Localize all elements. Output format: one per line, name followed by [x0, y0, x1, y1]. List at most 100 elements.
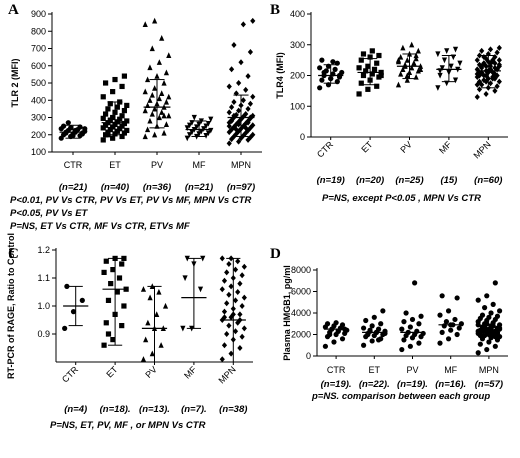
- data-point: [142, 88, 148, 95]
- data-point: [186, 122, 193, 129]
- data-point: [239, 272, 245, 279]
- data-point: [361, 342, 367, 348]
- data-point: [63, 129, 69, 135]
- data-point: [245, 119, 251, 126]
- data-point: [474, 66, 480, 73]
- data-point: [452, 46, 459, 53]
- data-point: [110, 114, 116, 121]
- data-point: [77, 124, 83, 130]
- data-point: [147, 117, 153, 124]
- data-point: [144, 76, 151, 83]
- data-point: [236, 80, 242, 86]
- data-point: [232, 266, 239, 273]
- data-point: [158, 342, 164, 348]
- data-point: [224, 300, 230, 307]
- data-point: [458, 321, 464, 327]
- data-point: [239, 333, 245, 340]
- data-point: [196, 121, 202, 128]
- data-point: [152, 131, 158, 138]
- data-point: [360, 72, 367, 79]
- data-point: [144, 102, 151, 109]
- group-count-label: (n=40): [101, 182, 129, 193]
- group-count-label: (n=25): [395, 175, 423, 186]
- statistics-note: P<0.05, PV Vs ET: [10, 208, 89, 219]
- data-point: [367, 77, 373, 83]
- data-point: [189, 129, 195, 136]
- data-point: [241, 263, 247, 270]
- data-point: [448, 327, 454, 333]
- data-point: [180, 325, 186, 332]
- data-point: [243, 86, 249, 93]
- data-point: [230, 305, 236, 312]
- y-axis-label: Plasma HMGB1, pg/ml: [282, 265, 292, 361]
- data-point: [149, 91, 155, 98]
- data-point: [490, 301, 496, 307]
- data-point: [374, 60, 380, 66]
- data-point: [358, 80, 364, 86]
- x-category-label: MPN: [231, 160, 251, 170]
- data-point: [205, 130, 212, 137]
- data-point: [123, 286, 129, 292]
- data-point: [228, 283, 234, 290]
- data-point: [496, 44, 502, 51]
- data-point: [226, 291, 232, 298]
- panel-letter-b: B: [270, 2, 280, 18]
- data-point: [492, 87, 498, 94]
- data-point: [487, 63, 494, 70]
- data-point: [154, 123, 160, 129]
- data-point: [407, 324, 413, 330]
- data-point: [79, 131, 86, 137]
- data-point: [156, 288, 162, 295]
- group-count-label: (n=13).: [139, 404, 170, 415]
- y-tick-label: 1.1: [37, 273, 50, 283]
- data-point: [446, 69, 452, 76]
- data-point: [112, 255, 118, 261]
- y-tick-label: 0: [306, 351, 311, 361]
- data-point: [108, 281, 114, 287]
- data-point: [406, 50, 413, 57]
- data-point: [474, 57, 480, 64]
- data-point: [240, 21, 246, 28]
- data-point: [203, 133, 209, 139]
- data-point: [485, 84, 491, 91]
- y-tick-label: 400: [31, 95, 46, 105]
- data-point: [420, 330, 426, 337]
- data-point: [413, 52, 419, 59]
- data-point: [486, 339, 492, 345]
- data-point: [226, 109, 232, 116]
- data-point: [224, 331, 230, 337]
- data-point: [166, 112, 172, 119]
- data-point: [475, 328, 481, 334]
- data-point: [395, 81, 402, 88]
- data-point: [339, 336, 346, 342]
- data-point: [184, 135, 190, 142]
- data-point: [401, 337, 407, 343]
- data-point: [435, 51, 441, 58]
- data-point: [439, 65, 445, 71]
- data-point: [149, 45, 155, 52]
- y-tick-label: 200: [290, 71, 305, 81]
- data-point: [149, 110, 155, 117]
- y-tick-label: 600: [31, 61, 46, 71]
- data-point: [492, 343, 498, 349]
- data-point: [154, 100, 160, 107]
- data-point: [332, 66, 338, 72]
- data-point: [327, 331, 333, 338]
- data-point: [378, 72, 384, 79]
- data-point: [241, 325, 247, 332]
- x-category-label: MF: [444, 365, 457, 375]
- data-point: [64, 283, 70, 289]
- data-point: [474, 94, 480, 101]
- data-point: [400, 66, 406, 72]
- data-point: [147, 64, 153, 71]
- data-point: [228, 104, 235, 111]
- data-point: [238, 116, 244, 123]
- data-point: [105, 132, 111, 138]
- data-point: [437, 68, 443, 74]
- data-point: [238, 59, 244, 66]
- data-point: [409, 64, 415, 71]
- data-point: [147, 294, 153, 301]
- data-point: [110, 267, 116, 273]
- data-point: [247, 48, 254, 55]
- data-point: [228, 117, 235, 124]
